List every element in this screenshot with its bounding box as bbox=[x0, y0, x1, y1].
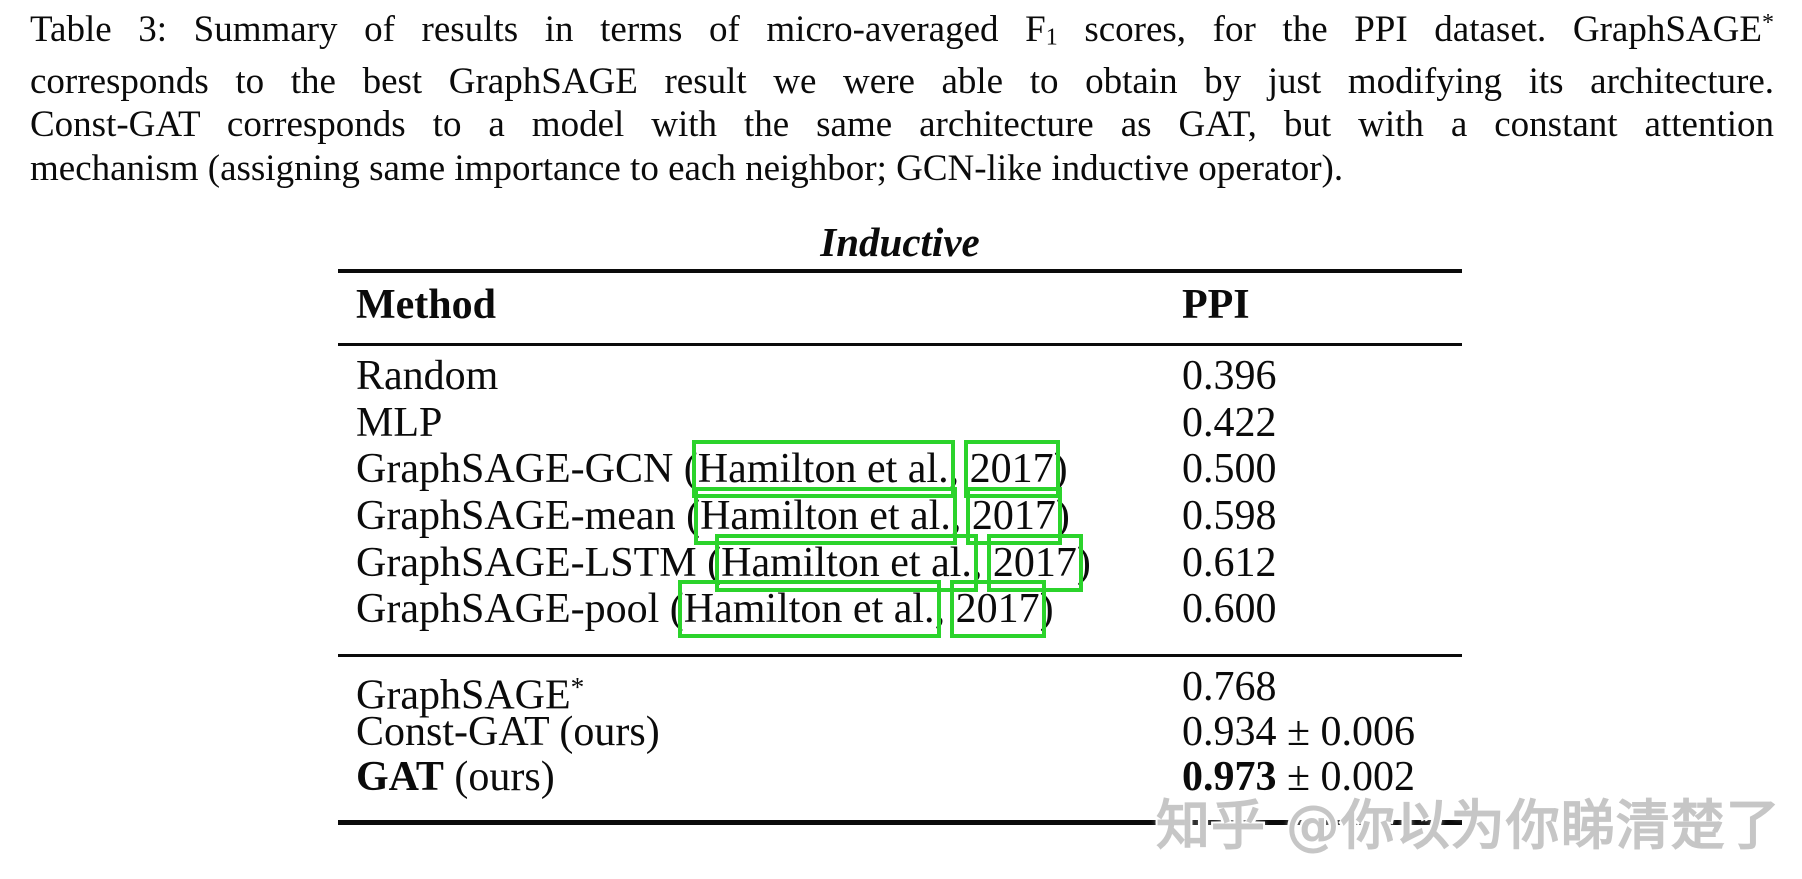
inductive-column-group-label: Inductive bbox=[820, 219, 980, 265]
ppi-value-cell: 0.768 bbox=[1182, 664, 1277, 710]
table-row-const-gat: Const-GAT (ours) 0.934 ± 0.006 bbox=[338, 709, 1462, 756]
ppi-value-cell: 0.500 bbox=[1182, 446, 1277, 492]
ppi-value-cell: 0.600 bbox=[1182, 586, 1277, 632]
citation-year-annotation-box: 2017 bbox=[986, 534, 1083, 592]
citation-separator: , bbox=[971, 540, 993, 586]
method-suffix: ) bbox=[1055, 493, 1070, 539]
table-row-random: Random 0.396 bbox=[338, 353, 1462, 400]
method-prefix: GraphSAGE-pool ( bbox=[356, 586, 684, 632]
method-cell: GraphSAGE-LSTM (Hamilton et al., 2017) bbox=[356, 534, 1091, 592]
table-rule-group-separator bbox=[338, 654, 1462, 657]
citation-name-annotation-box: Hamilton et al. bbox=[691, 440, 955, 498]
method-suffix: ) bbox=[1076, 540, 1091, 586]
zhihu-watermark: 知乎 @你以为你睇清楚了 bbox=[1156, 794, 1781, 857]
ppi-value-rest: ± 0.002 bbox=[1276, 754, 1416, 800]
ppi-value-cell: 0.973 ± 0.002 bbox=[1182, 754, 1415, 801]
ppi-value-cell: 0.598 bbox=[1182, 493, 1277, 539]
method-prefix: GraphSAGE-mean ( bbox=[356, 493, 701, 539]
table-row-graphsage-mean: GraphSAGE-mean (Hamilton et al., 2017) 0… bbox=[338, 487, 1462, 545]
table-rule-top bbox=[338, 269, 1462, 273]
citation-year-annotation-box: 2017 bbox=[949, 580, 1046, 638]
table-rule-bottom bbox=[338, 820, 1462, 825]
ppi-value-cell: 0.934 ± 0.006 bbox=[1182, 709, 1416, 755]
method-cell: GraphSAGE-pool (Hamilton et al., 2017) bbox=[356, 580, 1054, 638]
column-header-ppi: PPI bbox=[1182, 282, 1250, 328]
table-row-graphsage-pool: GraphSAGE-pool (Hamilton et al., 2017) 0… bbox=[338, 580, 1462, 638]
caption-line-4: mechanism (assigning same importance to … bbox=[30, 147, 1344, 189]
table-row-graphsage-lstm: GraphSAGE-LSTM (Hamilton et al., 2017) 0… bbox=[338, 534, 1462, 592]
method-prefix: GraphSAGE-GCN ( bbox=[356, 446, 698, 492]
column-header-method: Method bbox=[356, 282, 496, 328]
ppi-value-cell: 0.396 bbox=[1182, 353, 1277, 399]
citation-separator: , bbox=[934, 586, 956, 632]
table-rule-below-header bbox=[338, 343, 1462, 346]
citation-name-annotation-box: Hamilton et al. bbox=[677, 580, 941, 638]
citation-year-annotation-box: 2017 bbox=[965, 487, 1062, 545]
method-base: GraphSAGE bbox=[356, 672, 571, 719]
method-suffix: ) bbox=[1039, 586, 1054, 632]
citation-separator: , bbox=[948, 446, 970, 492]
caption-line-1: Table 3: Summary of results in terms of … bbox=[30, 8, 1774, 51]
table-row-mlp: MLP 0.422 bbox=[338, 400, 1462, 447]
citation-separator: , bbox=[950, 493, 972, 539]
ppi-value-cell: 0.422 bbox=[1182, 400, 1277, 446]
method-cell: GAT (ours) bbox=[356, 754, 555, 801]
citation-name-annotation-box: Hamilton et al. bbox=[715, 534, 978, 592]
caption-line-3: Const-GAT corresponds to a model with th… bbox=[30, 104, 1774, 146]
method-cell: GraphSAGE-GCN (Hamilton et al., 2017) bbox=[356, 440, 1068, 498]
table-row-graphsage-gcn: GraphSAGE-GCN (Hamilton et al., 2017) 0.… bbox=[338, 440, 1462, 498]
method-cell: Random bbox=[356, 353, 499, 399]
method-superscript-star: * bbox=[570, 672, 585, 702]
method-rest: (ours) bbox=[443, 754, 555, 800]
ppi-value-cell: 0.612 bbox=[1182, 540, 1277, 586]
table-caption: Table 3: Summary of results in terms of … bbox=[30, 2, 1774, 190]
table-header-row: Method PPI bbox=[338, 282, 1462, 329]
method-bold-part: GAT bbox=[356, 754, 444, 800]
citation-name-annotation-box: Hamilton et al. bbox=[694, 487, 957, 545]
citation-year-annotation-box: 2017 bbox=[963, 440, 1060, 498]
table-row-gat: GAT (ours) 0.973 ± 0.002 bbox=[338, 754, 1462, 801]
method-cell: GraphSAGE-mean (Hamilton et al., 2017) bbox=[356, 487, 1070, 545]
ppi-value-bold-part: 0.973 bbox=[1182, 754, 1277, 800]
method-prefix: GraphSAGE-LSTM ( bbox=[356, 540, 722, 586]
method-cell: MLP bbox=[356, 400, 443, 446]
method-cell: Const-GAT (ours) bbox=[356, 709, 660, 755]
table-row-graphsage-star: GraphSAGE* 0.768 bbox=[338, 664, 1462, 718]
caption-line-2: corresponds to the best GraphSAGE result… bbox=[30, 60, 1774, 102]
method-cell: GraphSAGE* bbox=[356, 664, 584, 719]
method-suffix: ) bbox=[1053, 446, 1068, 492]
